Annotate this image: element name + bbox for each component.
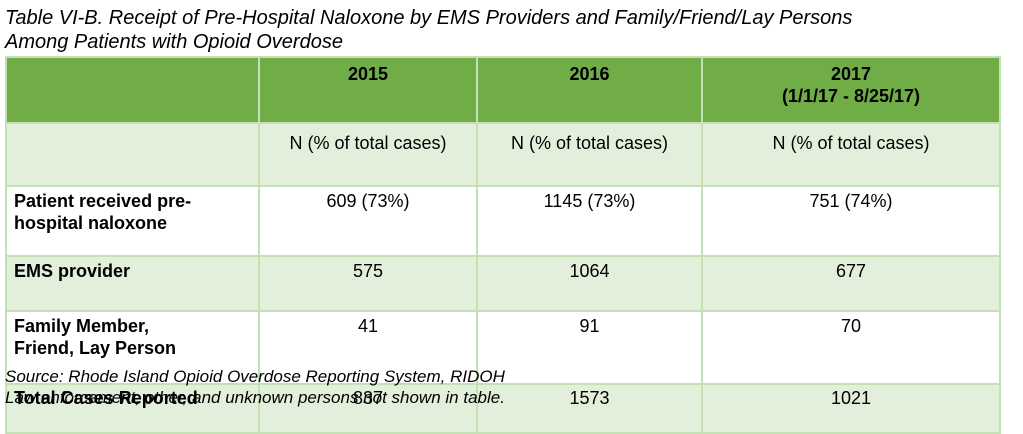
year-label: 2016 (569, 64, 610, 84)
header-2015: 2015 (258, 56, 478, 124)
header-2017: 2017 (1/1/17 - 8/25/17) (701, 56, 1001, 124)
table-row: Patient received pre- hospital naloxone … (5, 185, 1001, 257)
cell-value: 609 (73%) (258, 185, 478, 257)
year-range-label: (1/1/17 - 8/25/17) (781, 86, 921, 106)
subheader-cell: N (% of total cases) (258, 122, 478, 187)
cell-value: 1145 (73%) (476, 185, 703, 257)
year-label: 2017 (830, 64, 872, 84)
cell-value: 677 (701, 255, 1001, 312)
table-row: Family Member, Friend, Lay Person 41 91 … (5, 310, 1001, 385)
header-row: 2015 2016 2017 (1/1/17 - 8/25/17) (5, 56, 1001, 124)
cell-value: 91 (476, 310, 703, 385)
table-row: EMS provider 575 1064 677 (5, 255, 1001, 312)
subheader-cell: N (% of total cases) (476, 122, 703, 187)
row-label-line: Patient received pre- (14, 191, 192, 211)
header-2016: 2016 (476, 56, 703, 124)
subheader-cell: N (% of total cases) (701, 122, 1001, 187)
row-label-line: hospital naloxone (14, 213, 168, 233)
cell-value: 70 (701, 310, 1001, 385)
cell-value: 1064 (476, 255, 703, 312)
row-label: EMS provider (5, 255, 260, 312)
row-label-line: Family Member, (14, 316, 150, 336)
cell-value: 41 (258, 310, 478, 385)
cell-value: 1021 (701, 383, 1001, 434)
row-label-line: Friend, Lay Person (14, 338, 177, 358)
subheader-blank-cell (5, 122, 260, 187)
naloxone-table: 2015 2016 2017 (1/1/17 - 8/25/17) N (% o… (5, 56, 1001, 434)
cell-value: 1573 (476, 383, 703, 434)
subheader-row: N (% of total cases) N (% of total cases… (5, 122, 1001, 187)
cell-value: 575 (258, 255, 478, 312)
row-label: Patient received pre- hospital naloxone (5, 185, 260, 257)
source-note: Source: Rhode Island Opioid Overdose Rep… (5, 367, 505, 386)
title-line-1: Table VI-B. Receipt of Pre-Hospital Nalo… (5, 7, 853, 29)
table-title: Table VI-B. Receipt of Pre-Hospital Nalo… (5, 6, 1020, 54)
cell-value: 751 (74%) (701, 185, 1001, 257)
exclusion-note: Law enforcement, other, and unknown pers… (5, 388, 505, 407)
title-line-2: Among Patients with Opioid Overdose (5, 31, 343, 53)
header-blank-cell (5, 56, 260, 124)
row-label: Family Member, Friend, Lay Person (5, 310, 260, 385)
table-notes: Source: Rhode Island Opioid Overdose Rep… (5, 366, 505, 408)
year-label: 2015 (347, 64, 389, 84)
